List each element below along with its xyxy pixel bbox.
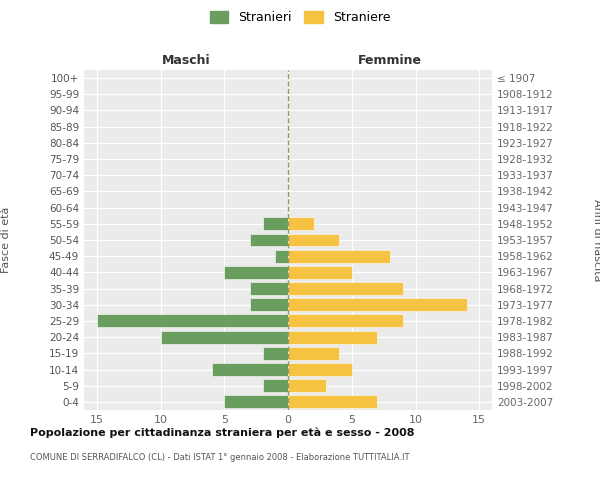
Bar bbox=[263, 218, 288, 230]
Bar bbox=[288, 282, 403, 295]
Bar bbox=[288, 330, 377, 344]
Bar bbox=[288, 347, 339, 360]
Bar bbox=[250, 298, 288, 311]
Text: Fasce di età: Fasce di età bbox=[1, 207, 11, 273]
Text: Popolazione per cittadinanza straniera per età e sesso - 2008: Popolazione per cittadinanza straniera p… bbox=[30, 428, 415, 438]
Text: Maschi: Maschi bbox=[161, 54, 211, 68]
Bar bbox=[288, 250, 390, 262]
Legend: Stranieri, Straniere: Stranieri, Straniere bbox=[205, 6, 395, 29]
Bar bbox=[288, 266, 352, 279]
Bar bbox=[250, 282, 288, 295]
Bar bbox=[288, 218, 314, 230]
Bar bbox=[212, 363, 288, 376]
Bar bbox=[288, 396, 377, 408]
Bar bbox=[263, 379, 288, 392]
Text: Femmine: Femmine bbox=[358, 54, 422, 68]
Bar bbox=[288, 298, 467, 311]
Bar bbox=[288, 363, 352, 376]
Bar bbox=[275, 250, 288, 262]
Bar bbox=[288, 379, 326, 392]
Bar bbox=[263, 347, 288, 360]
Bar bbox=[97, 314, 288, 328]
Text: COMUNE DI SERRADIFALCO (CL) - Dati ISTAT 1° gennaio 2008 - Elaborazione TUTTITAL: COMUNE DI SERRADIFALCO (CL) - Dati ISTAT… bbox=[30, 452, 409, 462]
Bar bbox=[161, 330, 288, 344]
Bar bbox=[224, 266, 288, 279]
Bar bbox=[250, 234, 288, 246]
Text: Anni di nascita: Anni di nascita bbox=[592, 198, 600, 281]
Bar bbox=[288, 234, 339, 246]
Bar bbox=[224, 396, 288, 408]
Bar bbox=[288, 314, 403, 328]
